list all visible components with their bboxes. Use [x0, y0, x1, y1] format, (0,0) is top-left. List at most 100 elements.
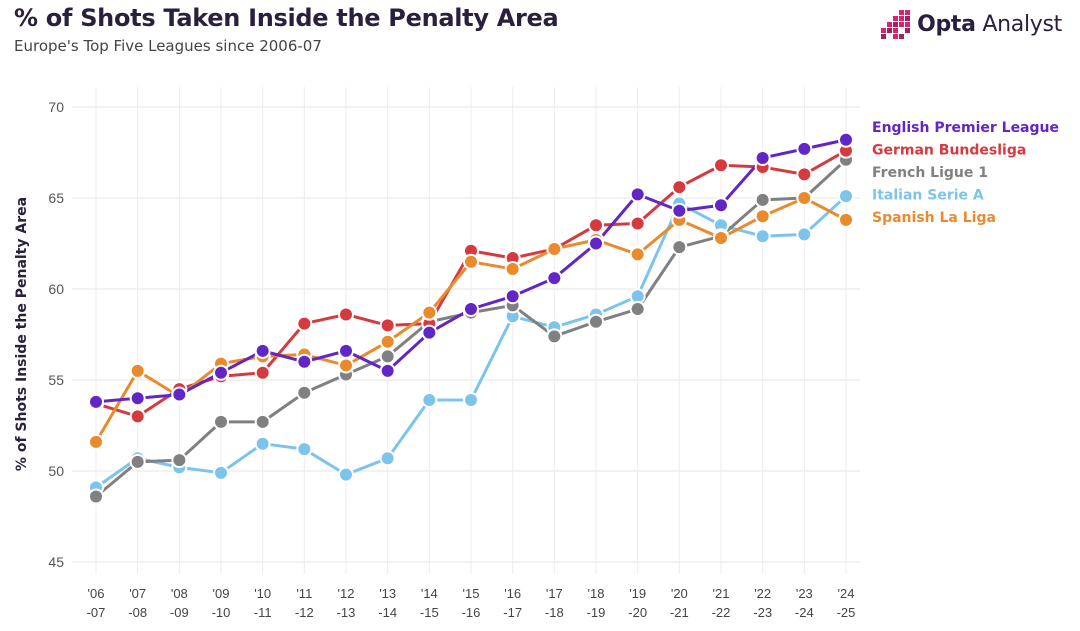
data-point	[88, 433, 104, 450]
data-point	[754, 208, 771, 225]
data-point	[588, 313, 604, 330]
x-tick-label: '22	[754, 586, 771, 601]
x-tick-label: '16	[504, 586, 521, 601]
x-tick-label: '20	[671, 586, 688, 601]
data-point	[796, 190, 813, 206]
data-point	[463, 301, 479, 318]
data-point	[254, 435, 271, 452]
data-point	[671, 202, 688, 219]
data-point	[379, 348, 396, 365]
data-point	[588, 235, 604, 252]
x-tick-label: '12	[338, 586, 355, 601]
data-point	[754, 228, 771, 245]
chart-subtitle: Europe's Top Five Leagues since 2006-07	[14, 37, 322, 55]
data-point	[296, 441, 313, 458]
brand-logo: Opta Analyst	[879, 8, 1062, 40]
x-tick-label: '17	[546, 586, 563, 601]
data-point	[629, 215, 646, 232]
data-point	[546, 270, 563, 287]
data-point	[629, 246, 646, 263]
x-tick-label: '21	[713, 586, 730, 601]
data-point	[504, 288, 521, 305]
data-point	[338, 357, 354, 374]
x-tick-label: -12	[295, 605, 314, 620]
legend-item: Italian Serie A	[872, 188, 984, 204]
x-tick-label: -11	[254, 605, 272, 620]
x-tick-label: -25	[837, 605, 856, 620]
data-point	[254, 364, 271, 381]
legend-item: French Ligue 1	[872, 165, 988, 181]
y-tick-label: 50	[48, 463, 64, 479]
x-tick-label: -15	[420, 605, 439, 620]
brand-name-light: Analyst	[975, 11, 1062, 37]
data-point	[421, 304, 438, 321]
x-tick-label: -18	[545, 605, 564, 620]
data-point	[838, 188, 854, 205]
brand-name-bold: Opta	[917, 11, 976, 37]
data-point	[129, 408, 146, 425]
data-point	[338, 306, 354, 323]
x-tick-label: '10	[254, 586, 271, 601]
data-point	[296, 353, 313, 370]
x-tick-label: '11	[296, 586, 312, 601]
data-point	[129, 390, 146, 407]
data-point	[421, 324, 438, 341]
data-point	[379, 362, 396, 379]
data-point	[171, 386, 188, 403]
x-tick-label: '19	[629, 586, 646, 601]
x-tick-label: '24	[838, 586, 855, 601]
legend-item: German Bundesliga	[872, 143, 1026, 159]
x-tick-label: -16	[462, 605, 481, 620]
data-point	[296, 315, 313, 332]
data-point	[421, 392, 438, 409]
x-tick-label: '09	[213, 586, 230, 601]
x-tick-label: -22	[712, 605, 731, 620]
data-point	[129, 362, 146, 379]
data-point	[213, 464, 229, 481]
chart-title: % of Shots Taken Inside the Penalty Area	[14, 4, 559, 32]
x-tick-label: -21	[670, 605, 689, 620]
x-tick-label: '07	[129, 586, 146, 601]
data-point	[838, 131, 854, 148]
y-tick-label: 60	[48, 281, 64, 297]
x-tick-label: '15	[463, 586, 480, 601]
brand-name: Opta Analyst	[917, 12, 1062, 37]
x-tick-label: '06	[88, 586, 105, 601]
data-point	[671, 239, 688, 256]
y-tick-label: 70	[48, 99, 64, 115]
data-point	[296, 384, 313, 401]
data-point	[838, 211, 854, 228]
x-tick-label: -10	[212, 605, 231, 620]
x-tick-label: '23	[796, 586, 813, 601]
data-point	[88, 393, 104, 410]
data-point	[379, 450, 396, 467]
data-point	[88, 488, 104, 505]
x-tick-label: '13	[379, 586, 396, 601]
data-point	[504, 260, 521, 277]
x-tick-label: -23	[753, 605, 772, 620]
data-point	[254, 413, 271, 430]
data-point	[338, 342, 354, 359]
x-tick-label: '18	[588, 586, 605, 601]
data-point	[754, 191, 771, 208]
x-tick-label: -07	[87, 605, 106, 620]
x-tick-label: -24	[795, 605, 814, 620]
data-point	[796, 226, 813, 243]
data-point	[129, 453, 146, 470]
x-tick-label: -13	[337, 605, 356, 620]
data-point	[671, 179, 688, 196]
x-tick-label: -09	[170, 605, 189, 620]
data-point	[629, 186, 646, 203]
x-tick-label: -14	[378, 605, 397, 620]
y-tick-label: 65	[48, 190, 64, 206]
data-point	[213, 413, 229, 430]
y-tick-label: 55	[48, 372, 64, 388]
opta-dots-icon	[881, 10, 911, 39]
y-tick-label: 45	[48, 554, 64, 570]
data-point	[713, 197, 729, 214]
data-point	[338, 466, 354, 483]
data-point	[254, 342, 271, 359]
data-point	[546, 328, 563, 345]
data-point	[713, 157, 729, 174]
x-tick-label: '08	[171, 586, 188, 601]
